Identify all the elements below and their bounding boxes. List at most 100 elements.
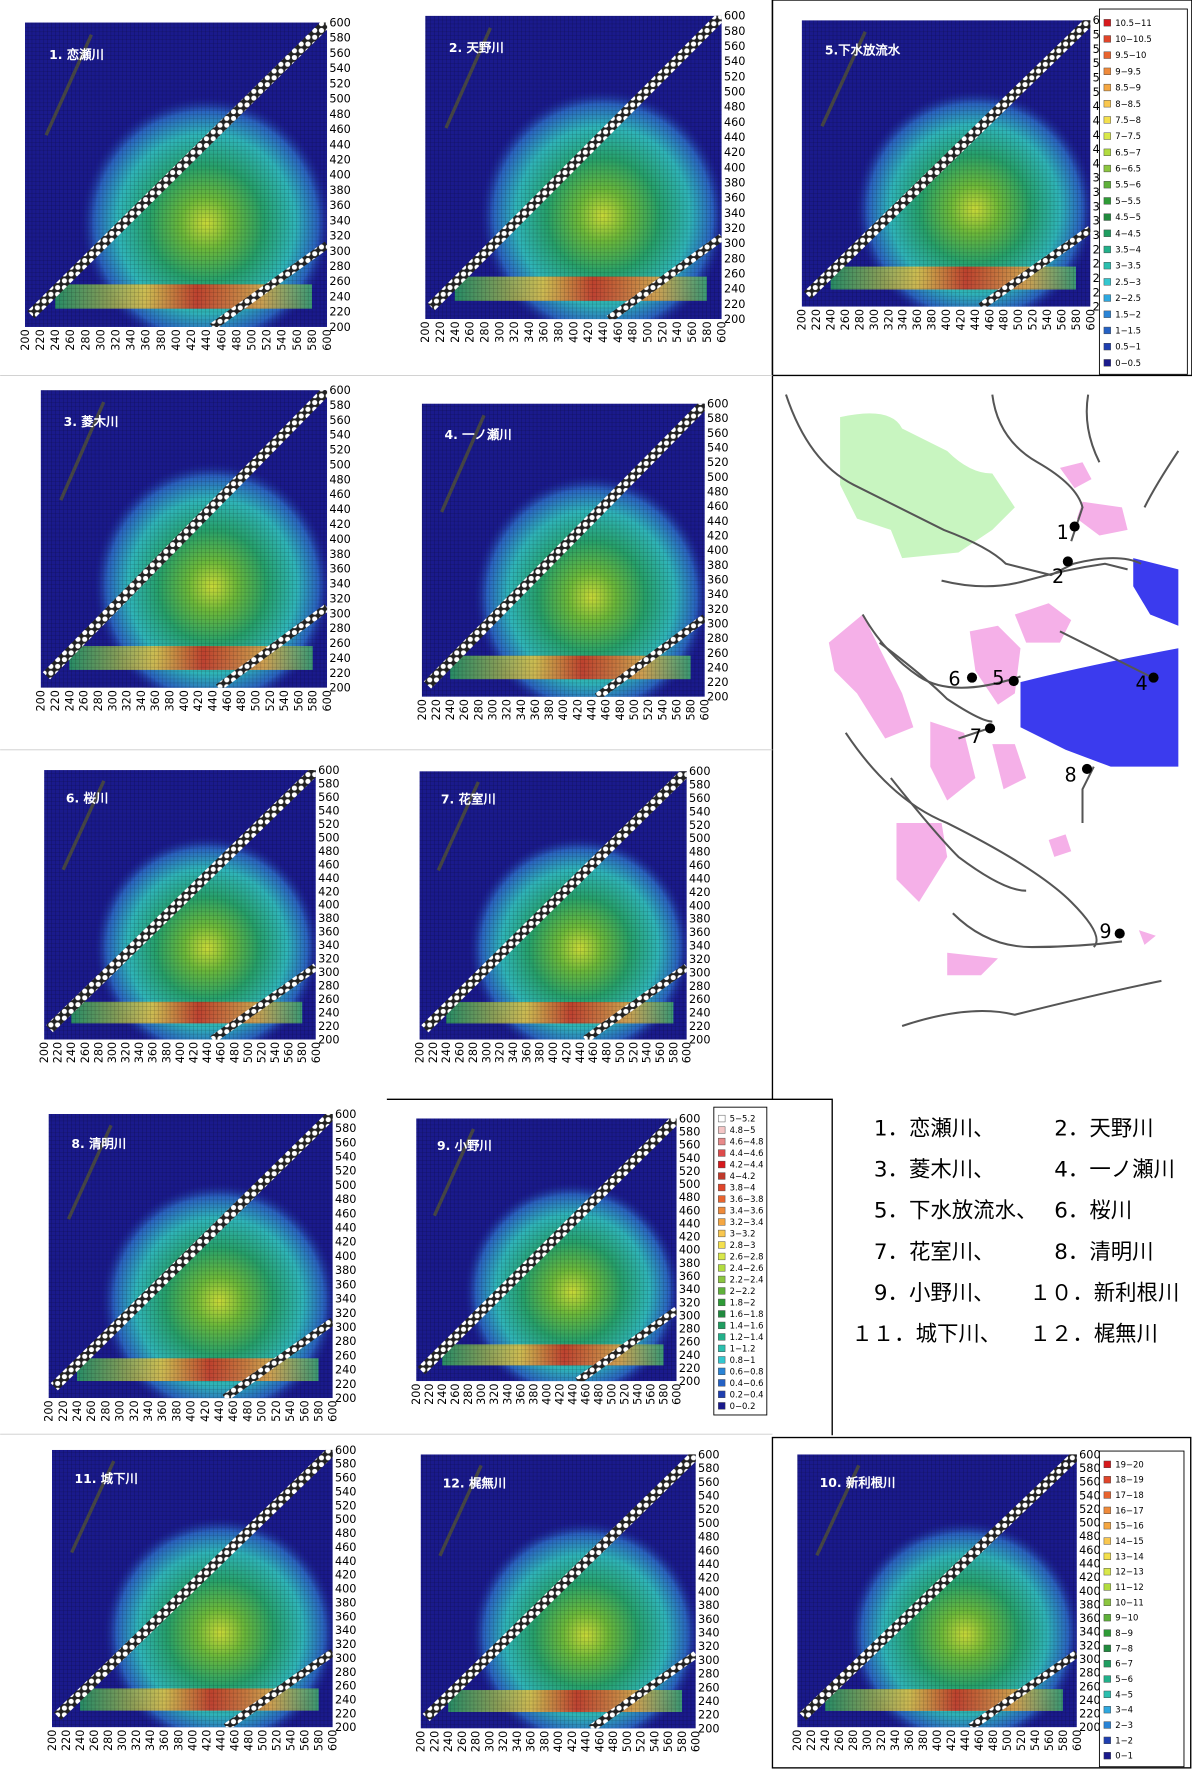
x-tick-label: 280 xyxy=(472,699,485,721)
x-tick-label: 300 xyxy=(868,309,881,331)
x-tick-label: 580 xyxy=(307,690,320,712)
x-tick-label: 500 xyxy=(256,1400,269,1422)
x-tick-label: 440 xyxy=(213,1400,226,1422)
y-tick-label: 600 xyxy=(1079,1448,1101,1461)
x-tick-label: 440 xyxy=(201,1042,214,1064)
x-tick-label: 380 xyxy=(538,1731,551,1753)
y-tick-label: 480 xyxy=(1079,1530,1101,1543)
x-tick-label: 240 xyxy=(71,1400,84,1422)
legend-swatch xyxy=(1104,36,1111,43)
legend-label: 3−3.2 xyxy=(730,1229,756,1239)
legend-label: 9.5−10 xyxy=(1115,50,1146,60)
x-tick-label: 440 xyxy=(969,309,982,331)
y-tick-label: 580 xyxy=(335,1122,357,1135)
x-tick-label: 200 xyxy=(791,1730,804,1752)
y-tick-label: 220 xyxy=(329,306,351,319)
y-tick-label: 340 xyxy=(1079,1626,1101,1639)
x-tick-label: 440 xyxy=(580,1731,593,1753)
x-tick-label: 340 xyxy=(523,321,536,343)
legend-label: 11−12 xyxy=(1115,1582,1144,1592)
y-tick-label: 260 xyxy=(1079,1680,1101,1693)
panel-title: 6. 桜川 xyxy=(66,790,108,805)
legend-swatch xyxy=(1104,327,1111,334)
y-tick-label: 340 xyxy=(335,1293,357,1306)
x-tick-label: 340 xyxy=(889,1730,902,1752)
x-tick-label: 580 xyxy=(1070,309,1083,331)
y-tick-label: 420 xyxy=(689,886,711,899)
y-tick-label: 220 xyxy=(318,1020,340,1033)
panel-title: 1. 恋瀬川 xyxy=(49,47,104,62)
legend-swatch xyxy=(718,1150,725,1157)
legend-swatch xyxy=(718,1379,725,1386)
legend-swatch xyxy=(718,1402,725,1409)
y-tick-label: 600 xyxy=(724,10,746,23)
y-tick-label: 220 xyxy=(689,1020,711,1033)
x-tick-label: 300 xyxy=(861,1730,874,1752)
y-tick-label: 320 xyxy=(329,230,351,243)
legend-swatch xyxy=(1104,100,1111,107)
x-tick-label: 400 xyxy=(170,329,183,351)
legend-label: 3.5−4 xyxy=(1115,245,1141,255)
x-tick-label: 500 xyxy=(621,1731,634,1753)
y-tick-label: 220 xyxy=(335,1378,357,1391)
x-tick-label: 300 xyxy=(480,1042,493,1064)
x-tick-label: 520 xyxy=(656,321,669,343)
legend-label: 2−3 xyxy=(1115,1720,1133,1730)
x-tick-label: 420 xyxy=(200,1730,213,1752)
legend-swatch xyxy=(1104,295,1111,302)
y-tick-label: 580 xyxy=(679,1126,701,1139)
y-tick-label: 400 xyxy=(698,1585,720,1598)
contour-plot xyxy=(422,404,711,721)
y-tick-label: 280 xyxy=(698,1668,720,1681)
y-tick-label: 420 xyxy=(679,1231,701,1244)
x-tick-label: 420 xyxy=(199,1400,212,1422)
y-tick-label: 520 xyxy=(689,819,711,832)
y-tick-label: 460 xyxy=(689,859,711,872)
legend-label: 3−4 xyxy=(1115,1705,1133,1715)
y-tick-label: 540 xyxy=(689,805,711,818)
legend-swatch xyxy=(718,1196,725,1203)
x-tick-label: 240 xyxy=(63,690,76,712)
x-tick-label: 500 xyxy=(256,1730,269,1752)
x-tick-label: 260 xyxy=(79,1042,92,1064)
y-tick-label: 460 xyxy=(1079,1544,1101,1557)
y-tick-label: 440 xyxy=(724,131,746,144)
legend-label: 4.4−4.6 xyxy=(730,1148,764,1158)
station-number: 4 xyxy=(1135,672,1147,695)
y-tick-label: 400 xyxy=(707,544,729,557)
y-tick-label: 420 xyxy=(1079,1571,1101,1584)
legend-swatch xyxy=(1104,343,1111,350)
legend-swatch xyxy=(1104,1522,1111,1529)
x-tick-label: 480 xyxy=(592,1383,605,1405)
y-tick-label: 380 xyxy=(329,184,351,197)
x-tick-label: 500 xyxy=(642,321,655,343)
y-tick-label: 280 xyxy=(724,252,746,265)
station-name: １１．城下川、 xyxy=(851,1322,1001,1347)
contour-plot xyxy=(416,1118,682,1402)
x-tick-label: 380 xyxy=(170,1400,183,1422)
x-tick-label: 480 xyxy=(241,1400,254,1422)
legend-label: 3.6−3.8 xyxy=(730,1194,764,1204)
eem-panel: 7. 花室川2002002202202402402602602802803003… xyxy=(413,765,710,1063)
x-tick-label: 320 xyxy=(128,1400,141,1422)
x-tick-label: 200 xyxy=(35,690,48,712)
x-tick-label: 500 xyxy=(614,1042,627,1064)
x-tick-label: 380 xyxy=(164,690,177,712)
y-tick-label: 220 xyxy=(724,298,746,311)
x-tick-label: 300 xyxy=(116,1730,129,1752)
x-tick-label: 600 xyxy=(699,699,712,721)
x-tick-label: 540 xyxy=(1029,1730,1042,1752)
y-tick-label: 320 xyxy=(1079,1639,1101,1652)
legend-label: 8.5−9 xyxy=(1115,83,1141,93)
y-tick-label: 440 xyxy=(1079,1558,1101,1571)
y-tick-label: 580 xyxy=(318,777,340,790)
station-name: 5．下水放流水、 xyxy=(874,1199,1037,1224)
legend-swatch xyxy=(1104,1706,1111,1713)
panel-title: 10. 新利根川 xyxy=(820,1475,896,1490)
station-number: 9 xyxy=(1099,920,1111,943)
legend-label: 6−7 xyxy=(1115,1659,1133,1669)
station-number: 8 xyxy=(1064,763,1076,786)
eem-panel: 12. 梶無川200200220220240240260260280280300… xyxy=(415,1448,720,1752)
legend-label: 8−9 xyxy=(1115,1628,1133,1638)
legend-swatch xyxy=(718,1265,725,1272)
